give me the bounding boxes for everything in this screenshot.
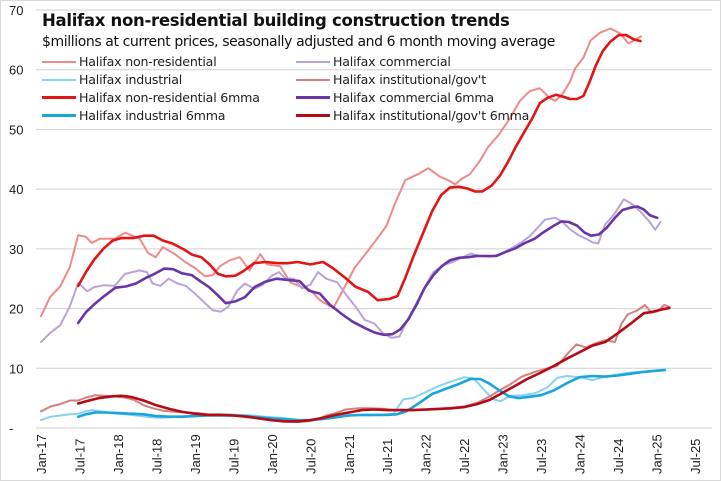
legend-label: Halifax industrial 6mma [79,108,226,123]
x-tick-label: Jul-21 [380,439,395,474]
legend-label: Halifax non-residential 6mma [79,90,260,105]
x-tick-label: Jan-24 [573,434,588,474]
series-line-7 [76,368,667,422]
series-line-1 [40,27,643,318]
legend-item: Halifax commercial 6mma [296,90,494,105]
legend-label: Halifax commercial [333,54,451,69]
legend-swatch [42,96,76,99]
y-tick-label: 10 [9,361,23,376]
series-lines [40,27,671,423]
y-tick-label: 30 [9,242,23,257]
y-axis-ticks: - 10 20 30 40 50 60 70 [9,3,23,436]
legend-item: Halifax commercial [296,54,451,69]
x-tick-label: Jul-24 [611,439,626,474]
x-axis-ticks: Jan-17 Jul-17 Jan-18 Jul-18 Jan-19 Jul-19 Jan-… [34,434,703,474]
series-line-8 [76,306,671,423]
legend-swatch [296,114,330,117]
legend-swatch [296,60,330,63]
legend-item: Halifax industrial 6mma [42,108,226,123]
y-tick-label: 50 [9,122,23,137]
gridlines [36,9,712,429]
x-tick-label: Jul-17 [72,439,87,474]
x-tick-label: Jul-22 [457,439,472,474]
legend-item: Halifax institutional/gov't 6mma [296,108,529,123]
y-tick-label: 40 [9,182,23,197]
series-line-5 [76,33,642,302]
x-tick-label: Jan-17 [34,434,49,474]
legend-swatch [42,60,76,63]
x-tick-label: Jan-19 [188,434,203,474]
y-tick-label: 70 [9,3,23,18]
legend-label: Halifax commercial 6mma [333,90,494,105]
x-tick-label: Jul-18 [149,439,164,474]
legend-item: Halifax institutional/gov't [296,72,486,87]
chart-subtitle: $millions at current prices, seasonally … [42,34,556,50]
legend-item: Halifax non-residential [42,54,217,69]
x-tick-label: Jan-22 [419,434,434,474]
legend-label: Halifax institutional/gov't 6mma [333,108,530,123]
x-tick-label: Jan-18 [111,434,126,474]
legend-label: Halifax industrial [79,72,183,87]
legend-label: Halifax institutional/gov't [333,72,486,87]
x-tick-label: Jul-23 [534,439,549,474]
y-tick-label: 20 [9,302,23,317]
legend-swatch [296,96,330,99]
legend-swatch [42,114,76,117]
legend-label: Halifax non-residential [79,54,217,69]
legend-swatch [296,78,330,81]
legend-item: Halifax non-residential 6mma [42,90,260,105]
x-tick-label: Jul-20 [303,439,318,474]
x-tick-label: Jan-23 [496,434,511,474]
x-tick-label: Jul-25 [688,439,703,474]
x-tick-label: Jan-21 [342,434,357,474]
legend-swatch [42,78,76,81]
series-line-2 [40,198,662,343]
y-tick-label: 60 [9,63,23,78]
y-tick-label: - [9,421,13,436]
x-tick-label: Jul-19 [226,439,241,474]
chart-title: Halifax non-residential building constru… [42,11,510,30]
series-line-6 [76,205,659,337]
legend-item: Halifax industrial [42,72,182,87]
x-tick-label: Jan-25 [650,434,665,474]
x-tick-label: Jan-20 [265,434,280,474]
